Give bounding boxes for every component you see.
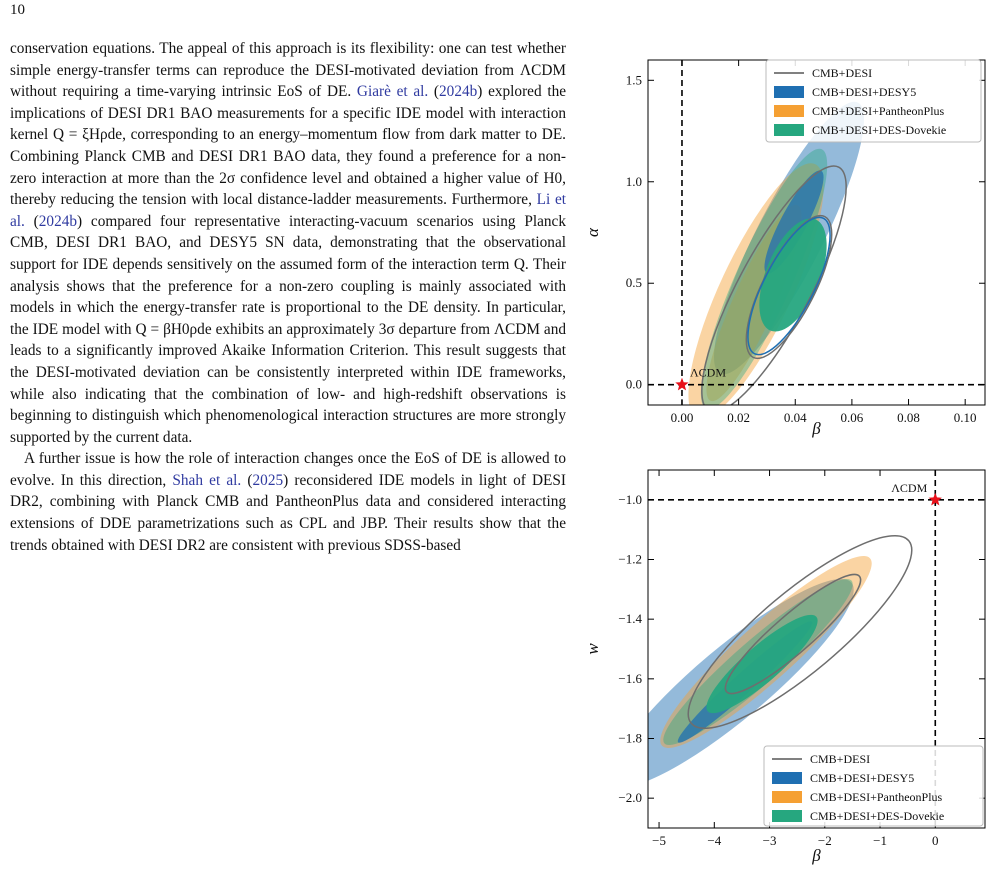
lcdm-star-marker [675, 377, 689, 391]
y-tick-label: −1.8 [618, 731, 642, 746]
chart-panel-1: ΛCDM 0.00 0.02 0.04 0.06 0.08 0.10 0.0 0.5 1.0 1.5… [583, 59, 986, 438]
contour-desy5-8 [747, 216, 831, 356]
x-axis-label: β [811, 419, 821, 438]
text-run: ( [241, 471, 253, 489]
text-run: ( [428, 83, 440, 101]
y-tick-label: 1.5 [626, 72, 642, 87]
citation-link[interactable]: 2024b [38, 212, 78, 230]
lcdm-star-marker [928, 492, 942, 506]
plot-frame [647, 469, 986, 829]
citation-link[interactable]: 2024b [439, 83, 478, 101]
contour-dovekie-5 [759, 218, 827, 332]
chart-panel-2: ΛCDM −5 −4 −3 −2 −1 0 −1.0 −1.2 −1.4 −1.6 −1.8 −2.0 β… [583, 469, 986, 865]
x-tick-label: −5 [652, 833, 666, 848]
citation-link[interactable]: Li et al. [10, 191, 566, 230]
legend-entry-label: CMB+DESI+DESY5 [810, 771, 914, 785]
legend-entry-label: CMB+DESI+DES-Dovekie [812, 123, 946, 137]
legend-entry-label: CMB+DESI [812, 66, 872, 80]
legend-swatch-patch [774, 105, 804, 117]
y-axis-label: w [586, 643, 602, 655]
legend-entry-label: CMB+DESI+PantheonPlus [810, 790, 943, 804]
paragraph-2: A further issue is how the role of inter… [10, 448, 566, 556]
contour-cmb_desi-6 [724, 573, 862, 695]
legend-box [763, 745, 984, 827]
legend-box [765, 59, 982, 143]
citation-link[interactable]: 2025 [252, 471, 284, 489]
x-tick-label: −1 [873, 833, 887, 848]
x-tick-label: 0.00 [671, 410, 694, 425]
citation-link[interactable]: Shah et al. [172, 471, 242, 489]
legend-swatch-patch [772, 791, 802, 803]
text-run: conservation equations. The appeal of th… [10, 40, 566, 101]
legend-swatch-patch [774, 124, 804, 136]
contour-cmb_desi-6 [701, 165, 847, 405]
legend-swatch-patch [772, 810, 802, 822]
y-tick-label: −1.2 [618, 552, 642, 567]
y-tick-label: −1.4 [618, 611, 642, 626]
contour-cmb_desi-5 [687, 534, 913, 730]
y-axis-label: α [586, 227, 602, 237]
plot-area [648, 60, 985, 405]
text-run: A further issue is how the role of inter… [10, 450, 566, 489]
y-tick-label: −2.0 [618, 790, 642, 805]
y-tick-label: 0.0 [626, 377, 642, 392]
x-tick-label: 0.04 [784, 410, 807, 425]
contour-dovekie-4 [706, 614, 818, 714]
text-run: ) compared four representative interacti… [10, 212, 566, 446]
text-run: ( [24, 212, 39, 230]
legend-entry-label: CMB+DESI+DES-Dovekie [810, 809, 944, 823]
text-run: ) explored the implications of DESI DR1 … [10, 83, 567, 209]
legend-swatch-patch [772, 772, 802, 784]
y-tick-label: 1.0 [626, 174, 642, 189]
x-tick-label: 0 [932, 833, 939, 848]
lcdm-label: ΛCDM [891, 481, 927, 495]
figure-contour-plots: ΛCDM 0.00 0.02 0.04 0.06 0.08 0.10 0.0 0.5 1.0 1.5… [583, 50, 986, 878]
y-tick-label: −1.6 [618, 671, 642, 686]
legend-swatch-patch [774, 86, 804, 98]
text-run: ) reconsidered IDE models in light of DE… [10, 471, 566, 554]
body-text-column: conservation equations. The appeal of th… [10, 38, 566, 556]
plot-area [648, 470, 985, 828]
x-tick-label: 0.02 [727, 410, 750, 425]
page-number: 10 [10, 2, 25, 18]
x-tick-label: −2 [818, 833, 832, 848]
citation-link[interactable]: Giarè et al. [356, 83, 429, 101]
x-axis-label: β [811, 846, 821, 865]
legend-entry-label: CMB+DESI+DESY5 [812, 85, 916, 99]
legend-entry-label: CMB+DESI+PantheonPlus [812, 104, 945, 118]
x-tick-label: 0.06 [841, 410, 864, 425]
paragraph-1: conservation equations. The appeal of th… [10, 38, 566, 448]
x-tick-label: 0.08 [897, 410, 920, 425]
y-tick-label: 0.5 [626, 275, 642, 290]
y-tick-label: −1.0 [618, 492, 642, 507]
legend-entry-label: CMB+DESI [810, 752, 870, 766]
lcdm-label: ΛCDM [690, 366, 726, 380]
x-tick-label: 0.10 [954, 410, 977, 425]
x-tick-label: −3 [763, 833, 777, 848]
x-tick-label: −4 [707, 833, 721, 848]
contour-figure-svg: ΛCDM 0.00 0.02 0.04 0.06 0.08 0.10 0.0 0.5 1.0 1.5… [583, 59, 986, 865]
